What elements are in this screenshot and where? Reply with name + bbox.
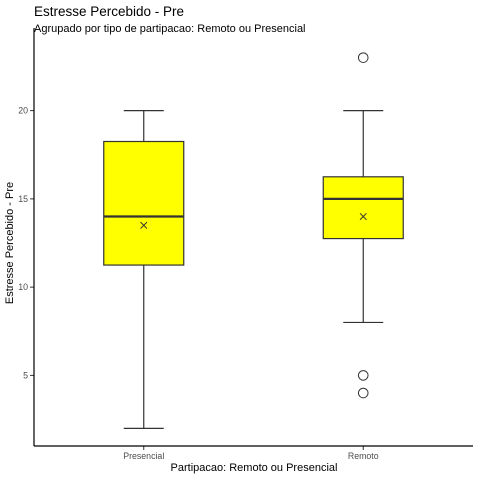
- y-axis-title: Estresse Percebido - Pre: [4, 182, 16, 304]
- x-axis-title: Partipacao: Remoto ou Presencial: [171, 462, 338, 474]
- outlier-point: [357, 52, 369, 63]
- mean-marker: [140, 221, 148, 229]
- x-tick-label: Presencial: [123, 451, 164, 461]
- chart-subtitle: Agrupado por tipo de partipacao: Remoto …: [34, 23, 306, 35]
- mean-marker: [359, 212, 367, 221]
- outlier-point: [357, 370, 369, 381]
- chart-title: Estresse Percebido - Pre: [34, 4, 184, 19]
- y-tick-label: 15: [18, 194, 28, 204]
- box-iqr: [322, 176, 404, 240]
- y-tick-label: 5: [23, 370, 28, 380]
- box-iqr: [103, 140, 185, 266]
- outlier-point: [357, 387, 369, 399]
- x-tick-label: Remoto: [348, 451, 379, 461]
- plot-area: Presencial Remoto 5 10 15 20: [18, 28, 473, 461]
- y-tick-label: 20: [18, 106, 28, 116]
- y-tick-label: 10: [18, 282, 28, 292]
